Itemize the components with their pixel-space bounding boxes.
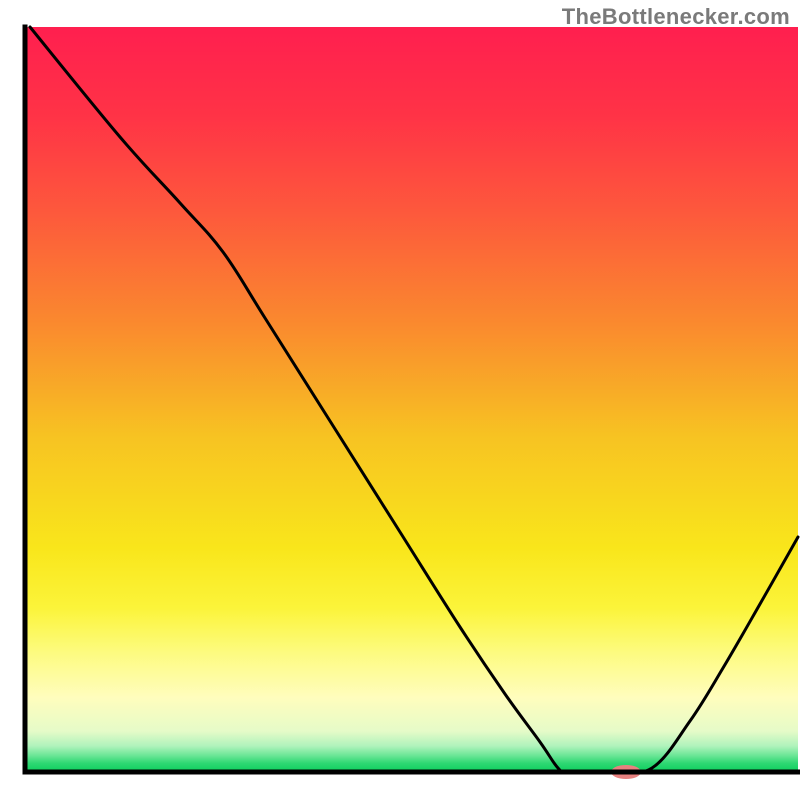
- bottleneck-chart: TheBottlenecker.com: [0, 0, 800, 800]
- watermark-text: TheBottlenecker.com: [562, 4, 790, 30]
- plot-background: [25, 27, 798, 772]
- chart-canvas: [0, 0, 800, 800]
